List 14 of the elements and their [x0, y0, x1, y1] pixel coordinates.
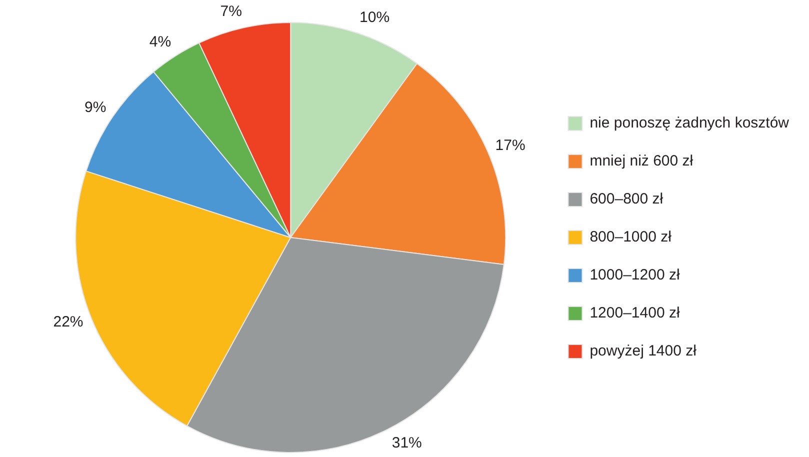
data-label: 10% [360, 8, 390, 26]
legend-label: powyżej 1400 zł [590, 342, 698, 360]
data-label: 17% [495, 136, 526, 154]
legend-label: 1000–1200 zł [590, 266, 680, 284]
legend-label: 1200–1400 zł [590, 304, 680, 322]
legend-label: nie ponoszę żadnych kosztów [590, 114, 790, 132]
data-label: 31% [392, 434, 422, 452]
data-label: 22% [53, 314, 84, 331]
legend-label: 800–1000 zł [590, 228, 672, 246]
data-label: 4% [149, 34, 172, 51]
legend-label: mniej niż 600 zł [590, 152, 694, 170]
legend-label: 600–800 zł [590, 190, 664, 208]
data-label: 9% [84, 98, 106, 116]
data-label: 7% [220, 3, 242, 20]
